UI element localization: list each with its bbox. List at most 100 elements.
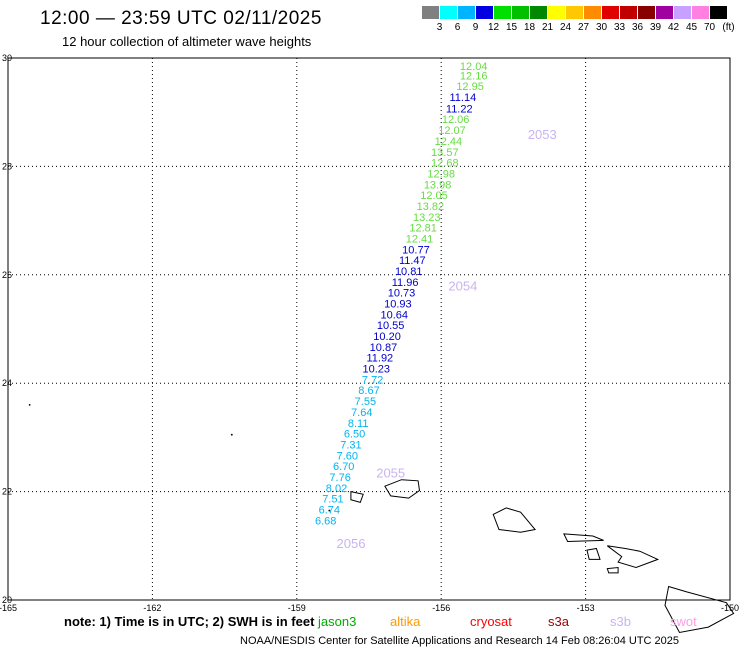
- legend-label: 27: [577, 22, 590, 33]
- wave-height-label: 6.70: [333, 461, 354, 473]
- map-frame: [7, 57, 731, 601]
- y-tick-label: 26: [2, 270, 12, 280]
- legend-label: 12: [487, 22, 500, 33]
- wave-height-label: 13.98: [424, 179, 452, 191]
- legend-swatch: [566, 6, 583, 19]
- satellite-s3b: s3b: [610, 614, 631, 629]
- wave-height-label: 11.47: [399, 255, 426, 267]
- wave-height-label: 6.74: [319, 504, 340, 516]
- legend-swatch: [512, 6, 529, 19]
- wave-height-label: 12.05: [420, 190, 448, 202]
- wave-height-label: 7.55: [355, 396, 376, 408]
- satellite-altika: altika: [390, 614, 421, 629]
- wave-height-label: 8.02: [326, 483, 347, 495]
- legend-label: 9: [472, 22, 479, 33]
- legend-label: 6: [454, 22, 461, 33]
- x-tick-label: -153: [577, 603, 595, 613]
- wave-height-label: 7.60: [337, 450, 358, 462]
- satellite-s3a: s3a: [548, 614, 569, 629]
- wave-height-label: 8.11: [348, 418, 369, 430]
- wave-height-label: 12.81: [409, 223, 437, 235]
- legend-swatch: [548, 6, 565, 19]
- island-outline: [492, 507, 537, 533]
- wave-height-label: 7.72: [362, 374, 383, 386]
- legend-swatch: [458, 6, 475, 19]
- wave-height-label: 6.68: [315, 515, 336, 527]
- legend-swatch: [530, 6, 547, 19]
- y-tick-label: 28: [2, 161, 12, 171]
- wave-height-label: 11.92: [366, 353, 393, 365]
- legend-label: 21: [541, 22, 554, 33]
- island-outline: [606, 566, 619, 574]
- wave-height-label: 12.44: [435, 136, 463, 148]
- legend-swatch: [620, 6, 637, 19]
- island-outline: [563, 533, 604, 543]
- wave-height-label: 12.16: [460, 70, 488, 82]
- y-tick-label: 22: [2, 487, 12, 497]
- satellite-jason3: jason3: [318, 614, 357, 629]
- legend-label: 42: [667, 22, 680, 33]
- legend-unit: (ft): [722, 22, 735, 33]
- wave-height-label: 10.87: [370, 342, 398, 354]
- legend-swatch: [710, 6, 727, 19]
- legend-label: 70: [703, 22, 716, 33]
- wave-height-label: 10.23: [362, 364, 390, 376]
- legend-label: 3: [436, 22, 443, 33]
- wave-height-label: 11.96: [392, 277, 419, 289]
- legend-swatch: [656, 6, 673, 19]
- pass-time-label: 2056: [337, 536, 366, 551]
- x-tick-label: -165: [0, 603, 17, 613]
- wave-height-label: 10.55: [377, 320, 405, 332]
- island-outline: [607, 545, 660, 569]
- wave-height-label: 12.04: [460, 61, 488, 73]
- x-tick-label: -162: [143, 603, 161, 613]
- wave-height-label: 11.14: [450, 92, 477, 104]
- legend-label: 39: [649, 22, 662, 33]
- legend-swatch: [584, 6, 601, 19]
- wave-height-label: 10.73: [388, 288, 416, 300]
- wave-height-label: 12.06: [442, 114, 470, 126]
- x-tick-label: -156: [432, 603, 450, 613]
- satellite-cryosat: cryosat: [470, 614, 512, 629]
- legend-label: 36: [631, 22, 644, 33]
- wave-height-label: 8.67: [358, 385, 379, 397]
- legend-swatch: [638, 6, 655, 19]
- island-outline: [586, 547, 601, 560]
- coastline-hawaii: [28, 403, 735, 634]
- wave-height-label: 12.98: [427, 168, 455, 180]
- footer-credit: NOAA/NESDIS Center for Satellite Applica…: [240, 635, 680, 647]
- wave-height-label: 6.50: [344, 429, 365, 441]
- wave-height-label: 10.81: [395, 266, 423, 278]
- y-tick-label: 30: [2, 53, 12, 63]
- wave-height-label: 10.93: [384, 299, 412, 311]
- satellite-swot: swot: [670, 614, 697, 629]
- y-tick-label: 20: [2, 595, 12, 605]
- x-tick-label: -150: [721, 603, 739, 613]
- wave-height-label: 13.23: [413, 212, 441, 224]
- island-dot: [28, 403, 31, 406]
- wave-height-label: 11.22: [446, 103, 473, 115]
- island-outline: [350, 490, 364, 504]
- wave-height-label: 7.76: [329, 472, 350, 484]
- island-dot: [328, 509, 331, 512]
- page-title: 12:00 — 23:59 UTC 02/11/2025: [40, 8, 322, 29]
- legend-label: 45: [685, 22, 698, 33]
- legend-label: 15: [505, 22, 518, 33]
- wave-height-label: 13.57: [431, 147, 459, 159]
- island-outline: [664, 585, 735, 634]
- pass-time-label: 2053: [528, 127, 557, 142]
- wave-height-label: 12.95: [456, 81, 484, 93]
- wave-height-label: 7.31: [340, 439, 361, 451]
- wave-height-label: 12.41: [406, 233, 434, 245]
- legend-swatch: [692, 6, 709, 19]
- island-dot: [230, 433, 233, 436]
- legend-swatch: [494, 6, 511, 19]
- wave-height-label: 10.77: [402, 244, 430, 256]
- pass-time-label: 2054: [448, 279, 477, 294]
- legend-swatch: [602, 6, 619, 19]
- legend-swatch: [476, 6, 493, 19]
- page-subtitle: 12 hour collection of altimeter wave hei…: [62, 34, 312, 49]
- island-outline: [384, 479, 421, 499]
- legend-swatch: [440, 6, 457, 19]
